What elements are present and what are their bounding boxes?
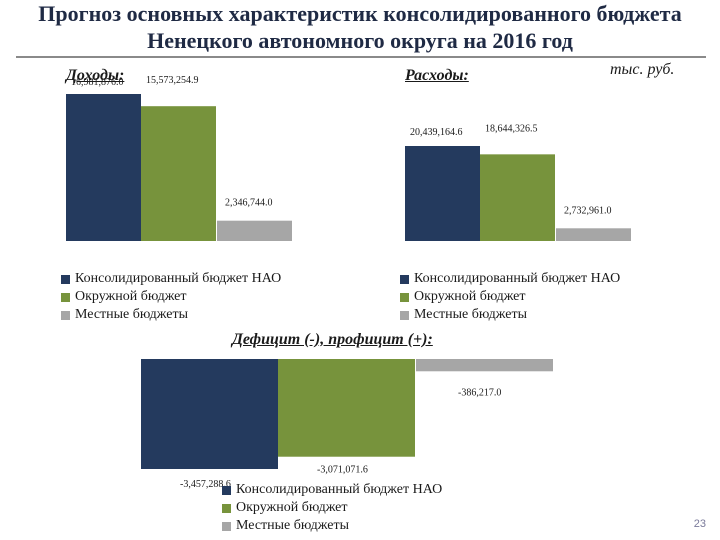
income-value-label-consolidated: 16,981,876.0 — [71, 77, 124, 88]
expenses-value-label-local: 2,732,961.0 — [564, 205, 612, 216]
legend-item-district: Окружной бюджет — [222, 499, 442, 517]
deficit-bar-consolidated — [141, 359, 278, 469]
legend-label: Местные бюджеты — [75, 307, 188, 322]
income-legend: Консолидированный бюджет НАО Окружной бю… — [61, 270, 281, 324]
title-line-1: Прогноз основных характеристик консолиди… — [38, 1, 682, 26]
legend-item-local: Местные бюджеты — [61, 306, 281, 324]
legend-swatch-consolidated — [400, 274, 409, 284]
legend-item-local: Местные бюджеты — [400, 306, 620, 324]
expenses-bar-district — [480, 154, 555, 241]
income-bar-local — [217, 220, 292, 241]
deficit-value-label-consolidated: -3,457,288.6 — [180, 479, 231, 490]
deficit-bar-local — [416, 359, 553, 372]
legend-label: Консолидированный бюджет НАО — [236, 482, 443, 497]
legend-label: Консолидированный бюджет НАО — [75, 271, 282, 286]
deficit-value-label-local: -386,217.0 — [458, 387, 501, 398]
page-title: Прогноз основных характеристик консолиди… — [0, 0, 720, 54]
legend-swatch-local — [400, 310, 409, 320]
legend-label: Местные бюджеты — [236, 518, 349, 533]
income-value-label-local: 2,346,744.0 — [225, 198, 273, 209]
page-number: 23 — [693, 518, 706, 530]
unit-label: тыс. руб. — [610, 61, 675, 78]
expenses-value-label-consolidated: 20,439,164.6 — [410, 127, 463, 138]
deficit-bar-district — [278, 359, 415, 457]
deficit-value-label-district: -3,071,071.6 — [317, 465, 368, 476]
income-value-label-district: 15,573,254.9 — [146, 75, 199, 86]
expenses-bar-local — [556, 228, 631, 241]
legend-item-consolidated: Консолидированный бюджет НАО — [61, 270, 281, 288]
legend-label: Окружной бюджет — [414, 289, 526, 304]
expenses-chart-title: Расходы: — [405, 67, 469, 84]
legend-swatch-district — [400, 292, 409, 302]
legend-item-local: Местные бюджеты — [222, 517, 442, 535]
title-divider — [16, 56, 706, 58]
legend-swatch-district — [222, 503, 231, 513]
income-bar-consolidated — [66, 94, 141, 241]
legend-item-district: Окружной бюджет — [61, 288, 281, 306]
legend-item-consolidated: Консолидированный бюджет НАО — [400, 270, 620, 288]
income-chart-title: Доходы: — [66, 67, 125, 84]
legend-item-district: Окружной бюджет — [400, 288, 620, 306]
income-bar-district — [141, 106, 216, 242]
legend-swatch-local — [222, 521, 231, 531]
legend-swatch-district — [61, 292, 70, 302]
legend-swatch-consolidated — [222, 485, 231, 495]
deficit-legend: Консолидированный бюджет НАО Окружной бю… — [222, 481, 442, 535]
legend-swatch-consolidated — [61, 274, 70, 284]
legend-label: Местные бюджеты — [414, 307, 527, 322]
expenses-bar-consolidated — [405, 146, 480, 241]
legend-item-consolidated: Консолидированный бюджет НАО — [222, 481, 442, 499]
legend-label: Окружной бюджет — [236, 500, 348, 515]
title-line-2: Ненецкого автономного округа на 2016 год — [147, 28, 573, 53]
legend-swatch-local — [61, 310, 70, 320]
legend-label: Консолидированный бюджет НАО — [414, 271, 621, 286]
legend-label: Окружной бюджет — [75, 289, 187, 304]
expenses-value-label-district: 18,644,326.5 — [485, 123, 538, 134]
deficit-chart-title: Дефицит (-), профицит (+): — [232, 331, 433, 348]
expenses-legend: Консолидированный бюджет НАО Окружной бю… — [400, 270, 620, 324]
